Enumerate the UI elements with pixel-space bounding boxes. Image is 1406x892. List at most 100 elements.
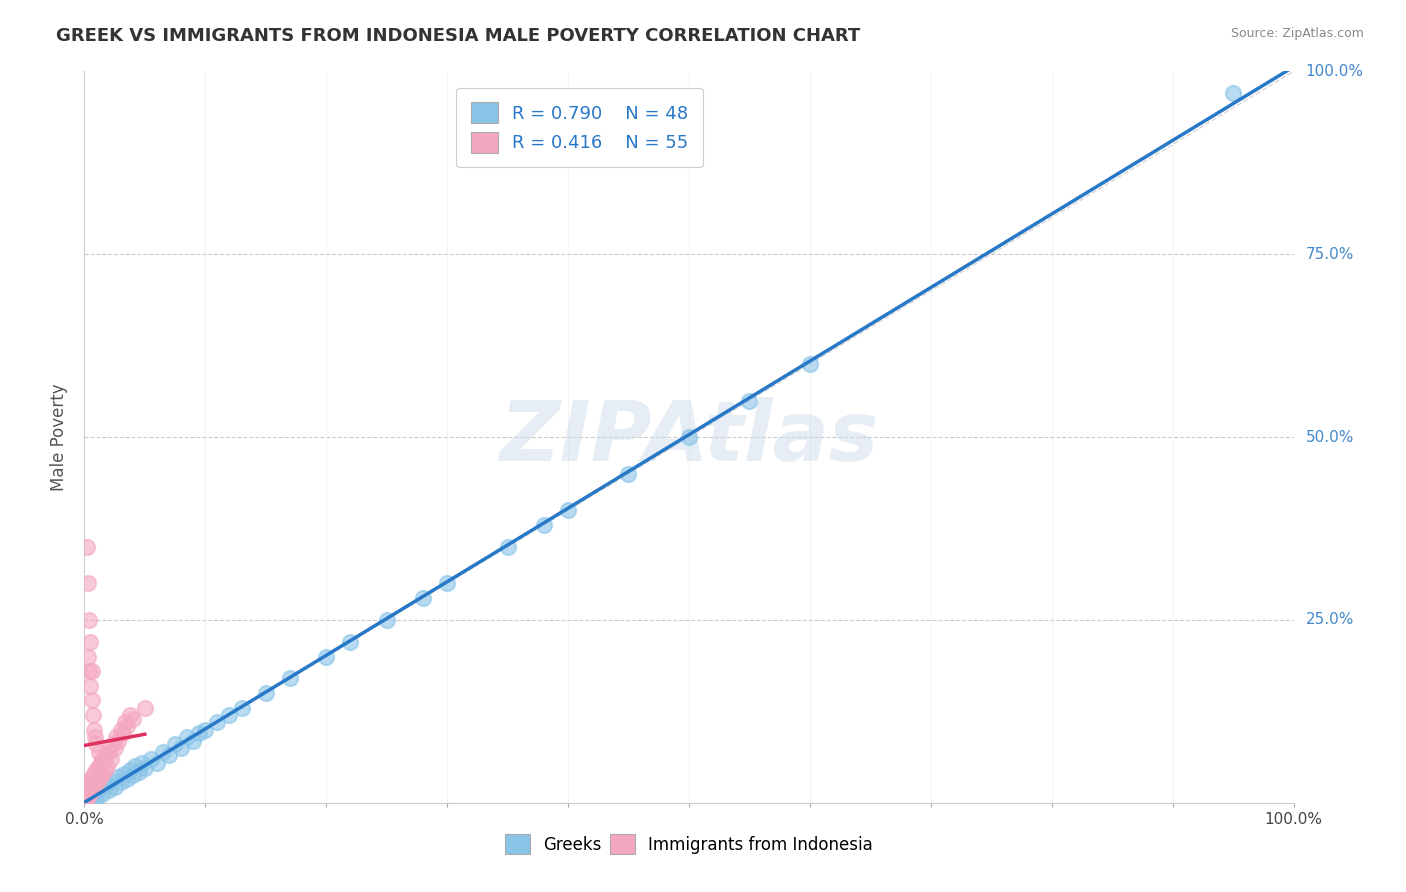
Point: [134, 761, 156, 775]
Point: [94, 763, 117, 777]
Point: [89, 770, 111, 784]
Point: [84, 778, 107, 792]
Point: [120, 763, 142, 777]
Point: [678, 430, 700, 444]
Point: [97, 782, 120, 797]
Point: [76, 781, 98, 796]
Point: [207, 715, 229, 730]
Point: [94, 748, 117, 763]
Point: [152, 745, 174, 759]
Point: [112, 766, 135, 780]
Point: [84, 730, 107, 744]
Point: [82, 781, 104, 796]
Text: 25.0%: 25.0%: [1306, 613, 1354, 627]
Point: [617, 467, 640, 481]
Point: [115, 772, 138, 787]
Point: [107, 770, 129, 784]
Point: [76, 789, 98, 803]
Point: [79, 785, 101, 799]
Point: [91, 752, 114, 766]
Point: [121, 768, 143, 782]
Point: [278, 672, 301, 686]
Point: [87, 759, 110, 773]
Point: [94, 778, 117, 792]
Point: [79, 635, 101, 649]
Point: [83, 766, 105, 780]
Legend: Greeks, Immigrants from Indonesia: Greeks, Immigrants from Indonesia: [498, 828, 880, 860]
Point: [86, 773, 108, 788]
Point: [77, 649, 100, 664]
Text: 75.0%: 75.0%: [1306, 247, 1354, 261]
Point: [188, 726, 211, 740]
Point: [557, 503, 579, 517]
Point: [1222, 87, 1244, 101]
Point: [86, 737, 108, 751]
Point: [218, 708, 240, 723]
Text: Source: ZipAtlas.com: Source: ZipAtlas.com: [1230, 27, 1364, 40]
Point: [91, 766, 114, 780]
Point: [254, 686, 277, 700]
Point: [77, 789, 100, 804]
Point: [80, 770, 103, 784]
Point: [165, 737, 187, 751]
Point: [181, 733, 204, 747]
Text: 100.0%: 100.0%: [1306, 64, 1364, 78]
Point: [339, 635, 361, 649]
Text: ZIPAtlas: ZIPAtlas: [499, 397, 879, 477]
Point: [86, 789, 108, 804]
Point: [76, 540, 98, 554]
Point: [131, 756, 153, 770]
Point: [157, 748, 180, 763]
Point: [170, 740, 193, 755]
Point: [76, 789, 98, 803]
Point: [79, 789, 101, 803]
Point: [315, 649, 337, 664]
Point: [77, 613, 100, 627]
Point: [115, 719, 138, 733]
Point: [77, 773, 100, 788]
Point: [93, 752, 115, 766]
Point: [103, 737, 125, 751]
Point: [77, 785, 100, 799]
Point: [86, 792, 108, 806]
Point: [91, 787, 114, 801]
Point: [86, 763, 108, 777]
Point: [104, 740, 127, 755]
Point: [96, 759, 118, 773]
Point: [120, 708, 142, 723]
Point: [77, 778, 100, 792]
Point: [79, 679, 101, 693]
Point: [97, 745, 120, 759]
Point: [110, 723, 132, 737]
Point: [112, 726, 135, 740]
Point: [176, 730, 198, 744]
Point: [75, 792, 97, 806]
Point: [128, 765, 150, 780]
Y-axis label: Male Poverty: Male Poverty: [51, 384, 69, 491]
Point: [77, 664, 100, 678]
Point: [436, 576, 458, 591]
Point: [231, 700, 253, 714]
Point: [496, 540, 519, 554]
Point: [194, 723, 217, 737]
Point: [82, 708, 104, 723]
Point: [375, 613, 398, 627]
Point: [87, 745, 110, 759]
Point: [104, 780, 127, 794]
Point: [121, 712, 143, 726]
Point: [77, 781, 100, 796]
Point: [134, 700, 156, 714]
Point: [80, 693, 103, 707]
Point: [114, 715, 136, 730]
Point: [738, 393, 761, 408]
Point: [100, 752, 122, 766]
Point: [799, 357, 821, 371]
Point: [83, 723, 105, 737]
Point: [83, 785, 105, 799]
Text: 50.0%: 50.0%: [1306, 430, 1354, 444]
Point: [146, 756, 169, 770]
Point: [77, 787, 100, 801]
Point: [79, 785, 101, 799]
Point: [87, 781, 110, 796]
Point: [77, 576, 100, 591]
